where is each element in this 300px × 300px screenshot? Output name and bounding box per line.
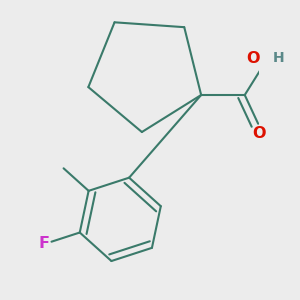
- Text: H: H: [272, 51, 284, 65]
- Text: O: O: [246, 51, 260, 66]
- Text: O: O: [252, 126, 266, 141]
- Text: F: F: [38, 236, 50, 251]
